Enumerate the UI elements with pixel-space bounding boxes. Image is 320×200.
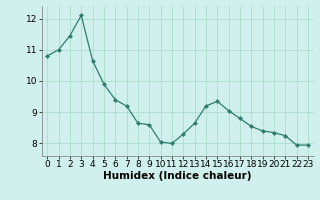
- X-axis label: Humidex (Indice chaleur): Humidex (Indice chaleur): [103, 171, 252, 181]
